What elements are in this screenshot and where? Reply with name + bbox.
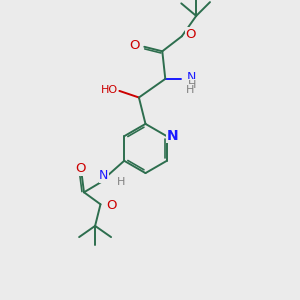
Text: O: O <box>106 199 116 212</box>
Text: N: N <box>186 70 196 84</box>
Text: N: N <box>167 129 178 142</box>
Text: HO: HO <box>101 85 118 95</box>
Text: O: O <box>130 39 140 52</box>
Text: O: O <box>76 162 86 176</box>
Text: N: N <box>99 169 109 182</box>
Text: H: H <box>188 80 196 90</box>
Text: H: H <box>117 177 125 187</box>
Text: H: H <box>185 85 194 95</box>
Text: O: O <box>185 28 196 41</box>
